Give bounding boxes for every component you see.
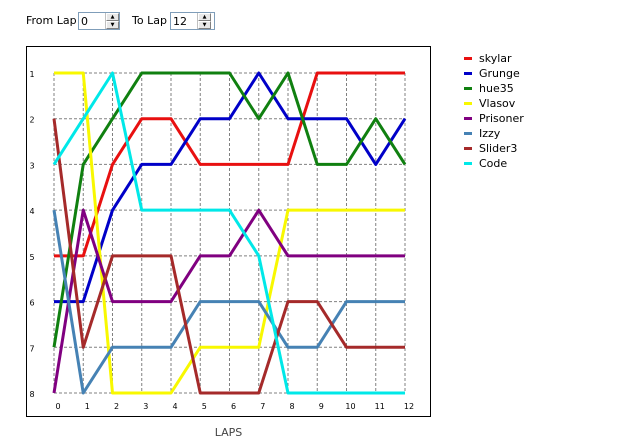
x-tick-label: 6	[231, 402, 236, 411]
legend-label: Code	[479, 157, 508, 170]
from-lap-input[interactable]	[79, 13, 105, 29]
arrow-down-icon: ▼	[202, 21, 207, 28]
series-line-izzy	[52, 209, 405, 395]
from-lap-up-button[interactable]: ▲	[106, 13, 119, 21]
legend-swatch	[464, 147, 472, 150]
x-tick-label: 2	[114, 402, 119, 411]
x-tick-labels: 0 1 2 3 4 5 6 7 8 9 10 11 12	[55, 402, 414, 411]
x-axis-title: LAPS	[214, 426, 243, 439]
legend-item: Grunge	[464, 66, 524, 81]
legend-item: skylar	[464, 51, 524, 66]
arrow-down-icon: ▼	[110, 21, 115, 28]
x-tick-label: 4	[172, 402, 177, 411]
x-tick-label: 11	[375, 402, 385, 411]
arrow-up-icon: ▲	[202, 13, 207, 20]
x-tick-label: 1	[85, 402, 90, 411]
y-tick-label: 4	[29, 207, 34, 216]
y-tick-label: 8	[29, 390, 34, 399]
series-line-prisoner	[52, 208, 405, 394]
plot-area	[26, 46, 431, 417]
to-lap-up-button[interactable]: ▲	[198, 13, 211, 21]
from-lap-spinner[interactable]: ▲ ▼	[78, 12, 120, 30]
x-tick-label: 0	[55, 402, 60, 411]
x-tick-label: 8	[289, 402, 294, 411]
legend-label: Slider3	[479, 142, 518, 155]
legend-item: Slider3	[464, 141, 524, 156]
series-line-grunge	[54, 71, 407, 304]
to-lap-spinner[interactable]: ▲ ▼	[170, 12, 215, 30]
y-tick-label: 2	[29, 116, 34, 125]
x-tick-label: 12	[404, 402, 414, 411]
series-line-hue35	[52, 71, 407, 348]
legend-label: Izzy	[479, 127, 501, 140]
legend-item: hue35	[464, 81, 524, 96]
x-tick-label: 5	[202, 402, 207, 411]
y-tick-label: 1	[29, 70, 34, 79]
from-lap-down-button[interactable]: ▼	[106, 21, 119, 29]
series-line-slider3	[52, 118, 405, 395]
legend-item: Vlasov	[464, 96, 524, 111]
legend-swatch	[464, 162, 472, 165]
series-line-code	[52, 71, 405, 395]
legend-label: Prisoner	[479, 112, 524, 125]
to-lap-input[interactable]	[171, 13, 197, 29]
legend-label: skylar	[479, 52, 512, 65]
x-tick-label: 9	[319, 402, 324, 411]
legend-swatch	[464, 87, 472, 90]
x-tick-label: 10	[345, 402, 355, 411]
legend-swatch	[464, 57, 472, 60]
series-line-vlasov	[54, 71, 405, 395]
y-tick-label: 5	[29, 253, 34, 262]
y-tick-label: 7	[29, 344, 34, 353]
legend-label: hue35	[479, 82, 514, 95]
legend-item: Izzy	[464, 126, 524, 141]
legend-label: Grunge	[479, 67, 520, 80]
legend-item: Prisoner	[464, 111, 524, 126]
legend: skylar Grunge hue35 Vlasov Prisoner Izzy Slide…	[464, 51, 524, 171]
series-line-skylar	[54, 71, 405, 258]
legend-swatch	[464, 72, 472, 75]
legend-swatch	[464, 117, 472, 120]
legend-swatch	[464, 102, 472, 105]
legend-label: Vlasov	[479, 97, 516, 110]
y-tick-label: 6	[29, 299, 34, 308]
series-lines	[52, 71, 407, 395]
y-tick-label: 3	[29, 161, 34, 170]
y-tick-labels: 1 2 3 4 5 6 7 8	[29, 70, 34, 399]
arrow-up-icon: ▲	[110, 13, 115, 20]
legend-item: Code	[464, 156, 524, 171]
x-tick-label: 7	[260, 402, 265, 411]
legend-swatch	[464, 132, 472, 135]
to-lap-down-button[interactable]: ▼	[198, 21, 211, 29]
from-lap-label: From Lap	[26, 14, 77, 27]
to-lap-label: To Lap	[132, 14, 167, 27]
x-tick-label: 3	[143, 402, 148, 411]
